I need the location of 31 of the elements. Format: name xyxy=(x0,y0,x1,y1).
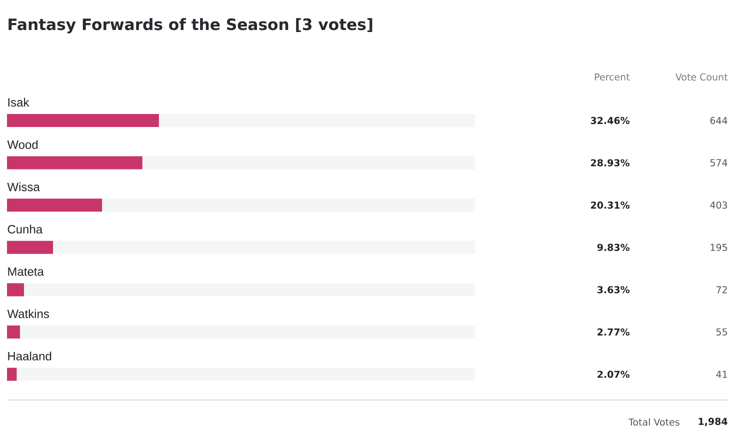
data-label: 2.07% xyxy=(598,370,630,378)
y-tick-label: Haaland xyxy=(8,352,52,360)
text: 403 xyxy=(710,202,728,209)
bar xyxy=(7,240,54,254)
text: 574 xyxy=(710,159,728,166)
y-tick-label: Watkins xyxy=(7,309,49,318)
text: 41 xyxy=(716,370,727,378)
data-label: 9.83% xyxy=(597,244,630,252)
y-tick-label: Cunha xyxy=(8,224,43,234)
bar xyxy=(7,326,20,339)
text: 1,984 xyxy=(698,418,728,426)
bar xyxy=(7,368,17,381)
chart-title: Fantasy Forwards of the Season [3 votes] xyxy=(8,18,372,34)
data-label: 3.63% xyxy=(597,286,630,294)
data-label: 2.77% xyxy=(598,328,630,336)
text: Vote Count xyxy=(676,73,728,81)
text: 195 xyxy=(710,244,727,251)
y-tick-label: Mateta xyxy=(8,267,44,276)
data-label: 32.46% xyxy=(590,116,630,124)
y-tick-label: Isak xyxy=(8,98,30,107)
text: 72 xyxy=(716,286,727,294)
text: Total Votes xyxy=(628,418,680,426)
text: Percent xyxy=(594,73,630,81)
y-tick-label: Wood xyxy=(7,140,38,149)
data-label: 20.31% xyxy=(590,202,630,209)
bar xyxy=(7,198,102,212)
text: 644 xyxy=(710,116,728,124)
y-tick-label: Wissa xyxy=(7,182,40,192)
text: 55 xyxy=(716,328,727,336)
bar xyxy=(7,283,24,296)
data-label: 28.93% xyxy=(590,159,630,166)
